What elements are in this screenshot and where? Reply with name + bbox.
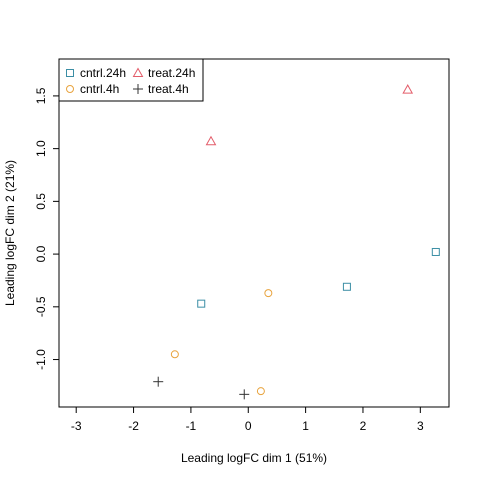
legend-box bbox=[58, 58, 204, 102]
point-treat-24h bbox=[205, 135, 217, 146]
x-tick-label: 1 bbox=[302, 419, 309, 433]
legend-marker-cntrl-24h bbox=[66, 69, 74, 77]
y-tick-label: 0.0 bbox=[34, 245, 48, 262]
point-cntrl-24h bbox=[431, 247, 440, 256]
y-tick-label: 1.5 bbox=[34, 87, 48, 104]
legend-label: cntrl.4h bbox=[80, 82, 119, 96]
y-tick-label: -1.0 bbox=[34, 349, 48, 370]
legend-label: treat.4h bbox=[148, 82, 189, 96]
y-tick-label: 1.0 bbox=[34, 140, 48, 157]
x-tick-label: -2 bbox=[128, 419, 139, 433]
point-treat-4h bbox=[153, 376, 164, 387]
x-tick-label: 2 bbox=[360, 419, 367, 433]
x-tick-label: 0 bbox=[245, 419, 252, 433]
point-cntrl-4h bbox=[170, 350, 179, 359]
legend-marker-treat-4h bbox=[133, 84, 143, 94]
x-tick-label: 3 bbox=[417, 419, 424, 433]
data-points bbox=[153, 84, 440, 400]
point-treat-4h bbox=[239, 389, 250, 400]
x-axis: -3 -2 -1 0 1 2 3 bbox=[71, 407, 424, 433]
point-cntrl-4h bbox=[264, 289, 273, 298]
legend-label: treat.24h bbox=[148, 66, 195, 80]
point-cntrl-4h bbox=[256, 387, 265, 396]
x-tick-label: -3 bbox=[71, 419, 82, 433]
legend-marker-treat-24h bbox=[132, 67, 144, 77]
x-tick-label: -1 bbox=[186, 419, 197, 433]
plot-frame bbox=[58, 58, 450, 408]
legend-marker-cntrl-4h bbox=[66, 85, 74, 93]
y-tick-label: 0.5 bbox=[34, 193, 48, 210]
x-axis-label: Leading logFC dim 1 (51%) bbox=[181, 451, 327, 465]
legend-label: cntrl.24h bbox=[80, 66, 126, 80]
y-axis: -1.0 -0.5 0.0 0.5 1.0 1.5 bbox=[34, 87, 59, 370]
legend: cntrl.24h cntrl.4h treat.24h treat.4h bbox=[58, 58, 204, 102]
point-cntrl-24h bbox=[342, 282, 351, 291]
y-tick-label: -0.5 bbox=[34, 296, 48, 317]
point-treat-24h bbox=[402, 84, 414, 94]
point-cntrl-24h bbox=[197, 299, 206, 308]
y-axis-label: Leading logFC dim 2 (21%) bbox=[3, 160, 17, 306]
